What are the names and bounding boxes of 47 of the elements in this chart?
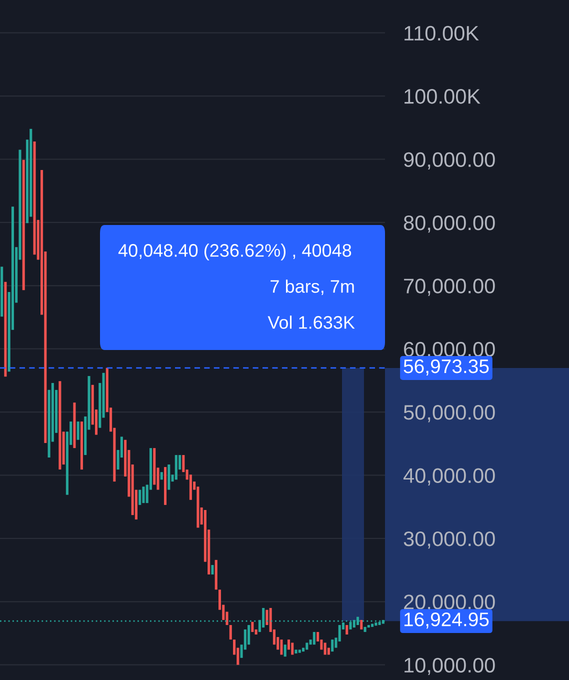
candlestick <box>367 625 370 628</box>
y-tick-label: 20,000.00 <box>404 594 495 612</box>
candlestick <box>229 625 232 640</box>
y-tick-label: 40,000.00 <box>403 468 495 486</box>
candlestick <box>164 467 167 505</box>
ref-line-label: 56,973.35 <box>404 359 489 376</box>
candlestick <box>298 650 301 653</box>
candlestick <box>364 626 366 632</box>
candlestick <box>294 650 298 654</box>
candlestick <box>346 625 348 634</box>
candlestick <box>80 422 83 470</box>
annotation: Vol 1.633K <box>268 316 355 329</box>
candlestick <box>0 266 4 317</box>
annotation: 7 bars, 7m <box>270 280 354 295</box>
y-tick-label: 100.00K <box>404 89 480 104</box>
candlestick <box>291 642 294 655</box>
candlestick <box>76 422 80 440</box>
candlestick <box>73 402 76 448</box>
candlestick <box>168 464 170 490</box>
candlestick <box>142 486 145 504</box>
candlestick <box>331 640 334 652</box>
candlestick <box>371 624 374 627</box>
candlestick <box>138 490 142 505</box>
candlestick <box>284 644 286 657</box>
candlestick <box>160 472 163 480</box>
y-tick-label: 70,000.00 <box>404 278 495 296</box>
annotation: 40,048.40 (236.62%) , 40048 <box>118 244 352 260</box>
y-tick-label: 90,000.00 <box>404 152 495 170</box>
y-tick-label: 80,000.00 <box>404 215 495 233</box>
candlestick <box>4 282 7 377</box>
candlestick <box>22 160 25 290</box>
candlestick <box>214 560 218 590</box>
y-tick-label: 30,000.00 <box>404 531 495 549</box>
candlestick <box>251 622 254 632</box>
candlestick <box>324 642 326 655</box>
candlestick <box>306 642 308 650</box>
y-tick-label: 110.00K <box>404 26 479 41</box>
candlestick <box>211 564 214 574</box>
ref-line-label: 16,924.95 <box>404 612 489 629</box>
candlestick <box>174 455 178 480</box>
y-tick-label: 60,000.00 <box>404 342 495 360</box>
candlestick <box>360 620 363 630</box>
candlestick <box>58 381 62 470</box>
candlestick <box>280 640 283 655</box>
y-tick-label: 50,000.00 <box>404 405 495 422</box>
candlestick <box>312 632 316 645</box>
y-tick-label: 10,000.00 <box>404 658 495 676</box>
